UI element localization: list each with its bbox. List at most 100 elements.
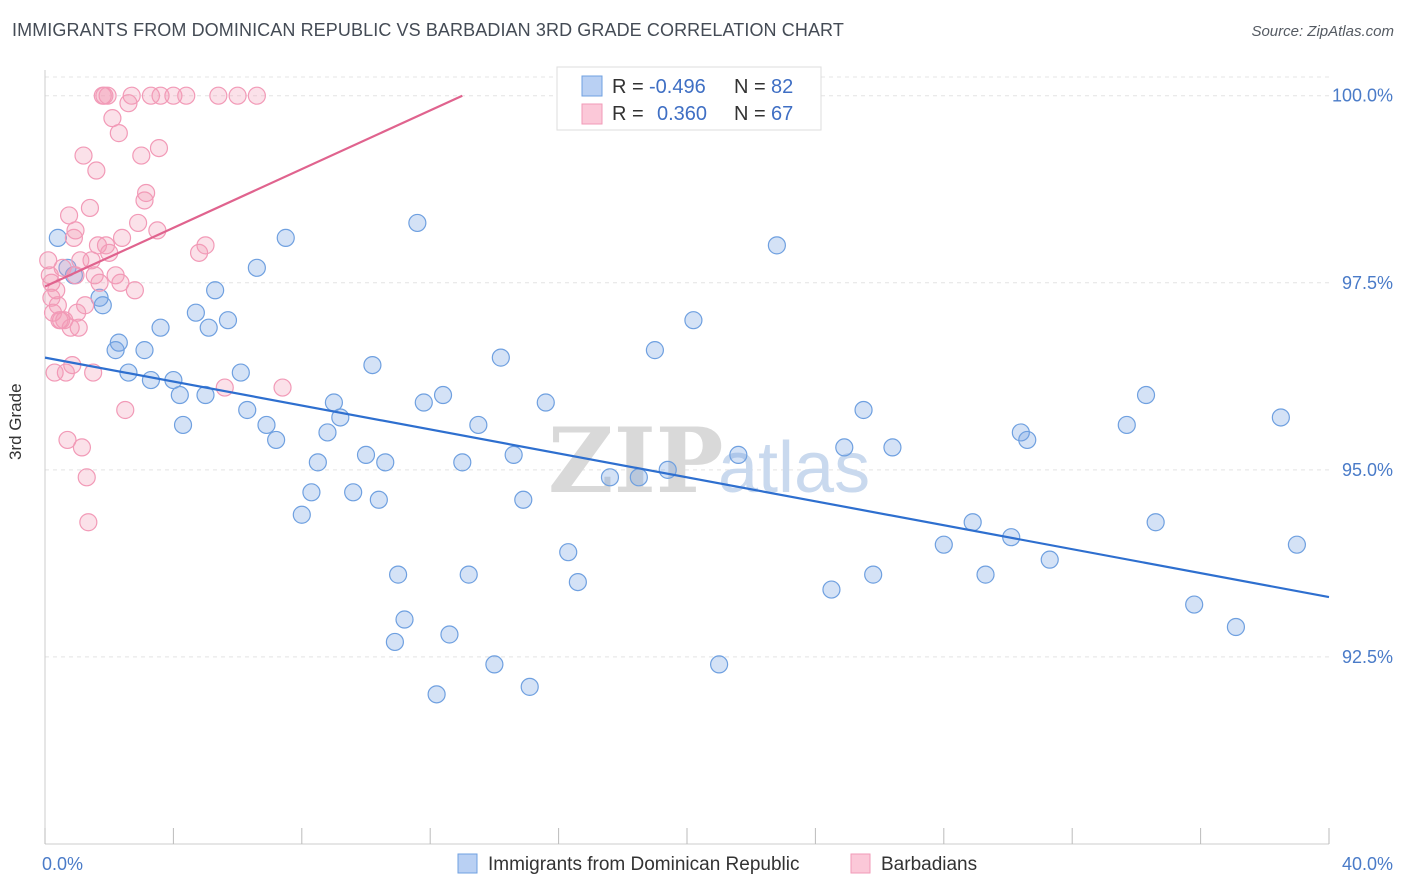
point-s1-22 — [72, 438, 92, 457]
point-s1-47 — [132, 146, 151, 165]
point-s1-17 — [64, 228, 83, 247]
point-s0-36 — [389, 565, 408, 584]
point-s1-49 — [137, 183, 156, 203]
point-s0-45 — [459, 565, 478, 584]
point-s1-26 — [80, 198, 100, 218]
trend-line-1 — [44, 94, 463, 288]
point-s0-53 — [559, 543, 578, 562]
point-s0-78 — [1185, 595, 1204, 614]
point-s0-20 — [247, 258, 266, 277]
point-s0-26 — [302, 483, 321, 502]
point-s0-65 — [854, 400, 873, 420]
series-legend: Immigrants from Dominican Republic Barba… — [457, 853, 977, 875]
trend-line-0 — [44, 356, 1330, 599]
point-s0-60 — [709, 655, 729, 674]
point-s1-52 — [149, 138, 169, 158]
point-s1-25 — [79, 513, 98, 532]
x-tick-labels: 0.0% 40.0% — [42, 854, 1393, 874]
point-s0-21 — [238, 400, 257, 420]
point-s0-51 — [520, 677, 539, 696]
point-s1-56 — [189, 243, 209, 262]
point-s0-72 — [1011, 423, 1030, 442]
point-s1-57 — [196, 236, 215, 255]
point-s1-48 — [135, 191, 154, 210]
point-s0-18 — [218, 311, 238, 330]
point-s0-62 — [767, 236, 786, 255]
point-s0-23 — [267, 430, 286, 450]
point-s1-16 — [63, 355, 82, 375]
point-s0-25 — [292, 505, 311, 524]
point-s0-28 — [318, 423, 337, 442]
point-s0-37 — [395, 610, 414, 629]
point-s1-62 — [273, 378, 292, 397]
point-s1-45 — [122, 86, 141, 105]
point-s0-44 — [453, 453, 472, 472]
y-tick-labels: 92.5% 95.0% 97.5% 100.0% — [1332, 86, 1393, 667]
point-s1-24 — [77, 468, 96, 487]
point-s1-40 — [109, 124, 128, 143]
point-s0-40 — [414, 393, 433, 412]
point-s1-53 — [151, 86, 170, 105]
point-s0-35 — [376, 453, 395, 472]
point-s1-36 — [98, 86, 117, 105]
y-tick-label-0: 92.5% — [1342, 647, 1393, 667]
y-tick-label-2: 97.5% — [1342, 273, 1393, 293]
point-s1-20 — [69, 318, 88, 337]
x-tick-label-min: 0.0% — [42, 854, 83, 874]
point-s0-24 — [276, 228, 295, 247]
point-s0-15 — [199, 318, 218, 337]
point-s1-58 — [209, 86, 228, 105]
point-s0-52 — [536, 393, 555, 412]
y-tick-label-1: 95.0% — [1342, 460, 1393, 480]
point-s1-64 — [76, 296, 95, 315]
point-s0-56 — [629, 468, 648, 487]
point-s0-48 — [491, 348, 510, 367]
x-tick-label-max: 40.0% — [1342, 854, 1393, 874]
series-0-points — [48, 213, 1307, 704]
point-s0-41 — [427, 685, 446, 704]
point-s1-59 — [215, 378, 234, 397]
legend-n-label-1: N = — [734, 76, 766, 98]
point-s0-7 — [151, 318, 170, 337]
point-s0-49 — [504, 445, 523, 464]
point-s1-46 — [125, 281, 144, 300]
point-s0-55 — [600, 468, 620, 487]
point-s0-57 — [645, 341, 665, 360]
series-label-dominican: Immigrants from Dominican Republic — [488, 854, 800, 875]
point-s0-59 — [684, 311, 703, 330]
point-s0-69 — [963, 513, 982, 532]
point-s1-43 — [116, 400, 135, 420]
legend-n-label-2: N = — [734, 103, 766, 125]
point-s0-47 — [485, 655, 504, 674]
legend-swatch-blue — [581, 75, 603, 97]
point-s0-79 — [1226, 617, 1246, 637]
point-s0-19 — [231, 363, 250, 382]
watermark-atlas: atlas — [718, 428, 870, 508]
series-1-points — [39, 86, 665, 532]
point-s1-0 — [39, 251, 58, 270]
point-s1-13 — [58, 430, 77, 450]
point-s0-77 — [1146, 513, 1165, 532]
legend-n-value-2: 67 — [771, 103, 793, 125]
watermark-zip: ZIP — [548, 408, 723, 514]
legend-r-label-1: R = — [612, 76, 644, 98]
point-s1-12 — [56, 363, 75, 382]
legend-r-value-2: 0.360 — [657, 103, 707, 125]
point-s0-6 — [106, 341, 125, 360]
point-s0-64 — [835, 438, 854, 457]
point-s0-8 — [135, 341, 154, 360]
point-s0-54 — [568, 572, 587, 592]
correlation-legend: R = -0.496 N = 82 R = 0.360 N = 67 — [556, 66, 822, 131]
legend-r-label-2: R = — [612, 103, 644, 125]
point-s0-50 — [514, 490, 533, 509]
point-s0-80 — [1271, 408, 1290, 427]
point-s0-14 — [186, 303, 205, 322]
data-points — [39, 86, 1307, 704]
point-s1-63 — [128, 213, 148, 233]
point-s0-67 — [883, 438, 902, 457]
legend-r-value-1: -0.496 — [649, 76, 706, 98]
point-s0-38 — [385, 632, 404, 652]
trend-lines — [44, 94, 1330, 599]
point-s0-73 — [1018, 430, 1037, 450]
point-s0-75 — [1117, 415, 1136, 435]
